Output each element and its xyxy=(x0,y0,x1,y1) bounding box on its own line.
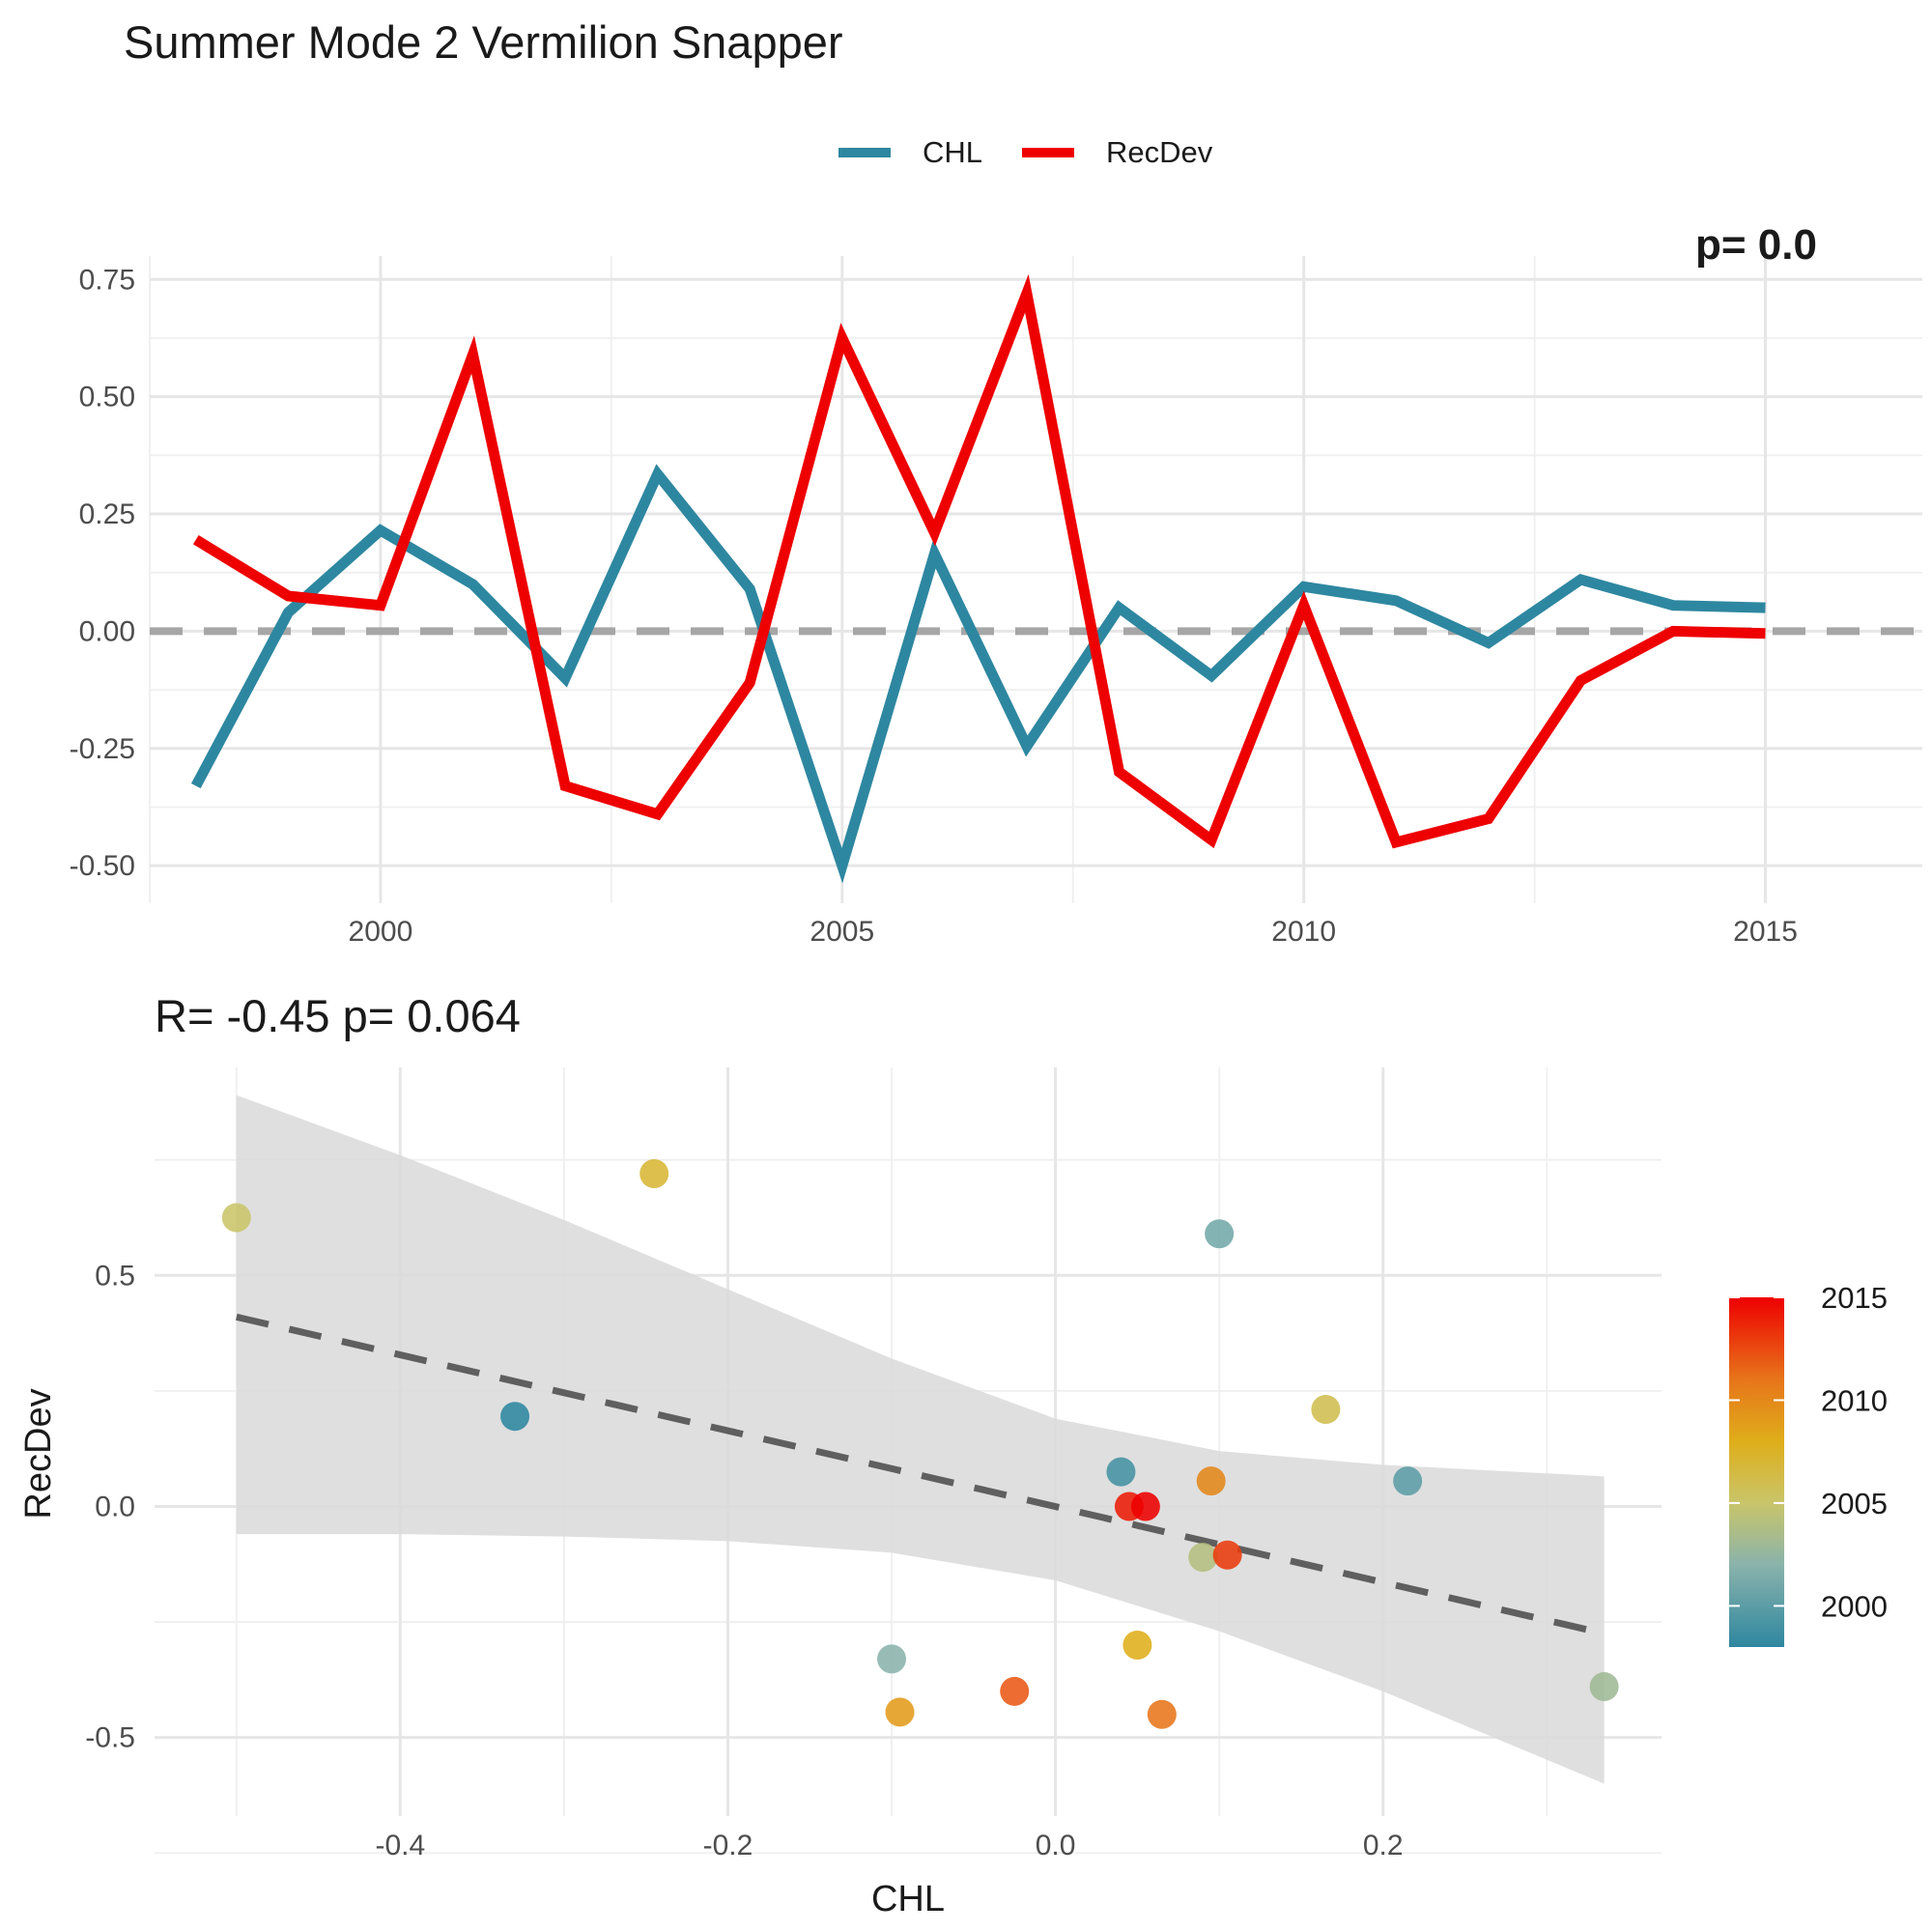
color-bar-tick-label: 2015 xyxy=(1821,1281,1888,1315)
scatter-point xyxy=(1188,1543,1218,1573)
timeseries-panel: -0.50-0.250.000.250.500.75 2000 2005 2010 2… xyxy=(70,221,1922,948)
scatter-point xyxy=(1147,1699,1177,1729)
scatter-y-label: RecDev xyxy=(18,1388,59,1519)
scatter-point xyxy=(1122,1630,1152,1660)
scatter-point xyxy=(500,1402,530,1432)
y-tick-label: 0.25 xyxy=(79,498,135,530)
scatter-point xyxy=(639,1159,669,1189)
y-tick-label: 0.75 xyxy=(79,264,135,296)
x-tick-label: -0.2 xyxy=(703,1830,753,1861)
scatter-point xyxy=(1589,1672,1619,1702)
x-tick-label: 2000 xyxy=(349,916,413,948)
y-tick-label: 0.5 xyxy=(95,1260,135,1292)
scatter-point xyxy=(1212,1540,1242,1570)
scatter-panel: R= -0.45 p= 0.064 -0.5 0.0 0.5 -0.4 -0.2 0.0… xyxy=(18,990,1662,1919)
scatter-point xyxy=(1205,1219,1235,1249)
series-line-recdev xyxy=(192,273,1766,849)
scatter-x-label: CHL xyxy=(871,1879,945,1919)
timeseries-lines xyxy=(190,273,1766,884)
color-bar xyxy=(1729,1297,1784,1647)
legend-label-chl: CHL xyxy=(923,135,982,169)
scatter-point xyxy=(885,1697,915,1727)
color-bar-tick-label: 2005 xyxy=(1821,1487,1888,1520)
scatter-y-ticks: -0.5 0.0 0.5 xyxy=(85,1260,135,1753)
partial-annotation: p= 0.0 xyxy=(1695,221,1817,269)
color-bar-tick-label: 2000 xyxy=(1821,1589,1888,1623)
series-line-chl xyxy=(190,464,1766,884)
color-bar-ticks: 2000 2005 2010 2015 xyxy=(1729,1281,1888,1623)
x-tick-label: 0.2 xyxy=(1363,1830,1404,1861)
x-tick-label: 2010 xyxy=(1271,916,1336,948)
scatter-x-ticks: -0.4 -0.2 0.0 0.2 xyxy=(375,1830,1403,1861)
scatter-point xyxy=(1106,1457,1136,1487)
y-tick-label: -0.5 xyxy=(85,1722,135,1754)
scatter-point xyxy=(877,1644,907,1674)
x-tick-label: -0.4 xyxy=(375,1830,425,1861)
y-tick-label: 0.0 xyxy=(95,1491,135,1522)
scatter-point xyxy=(1000,1676,1030,1706)
y-tick-label: -0.25 xyxy=(70,733,135,765)
x-tick-label: 0.0 xyxy=(1036,1830,1076,1861)
x-tick-label: 2005 xyxy=(810,916,874,948)
scatter-point xyxy=(1311,1395,1341,1425)
color-scale-legend: 2000 2005 2010 2015 xyxy=(1729,1281,1888,1647)
timeseries-x-ticks: 2000 2005 2010 2015 xyxy=(349,916,1798,948)
legend-label-recdev: RecDev xyxy=(1106,135,1213,169)
y-tick-label: -0.50 xyxy=(70,850,135,882)
y-tick-label: 0.00 xyxy=(79,615,135,647)
x-tick-label: 2015 xyxy=(1733,916,1798,948)
scatter-point xyxy=(221,1203,251,1233)
confidence-band xyxy=(236,1094,1605,1784)
scatter-points xyxy=(221,1159,1619,1729)
legend: CHL RecDev xyxy=(838,135,1213,169)
scatter-point xyxy=(1393,1466,1423,1496)
y-tick-label: 0.50 xyxy=(79,382,135,413)
timeseries-y-ticks: -0.50 -0.25 0.00 0.25 0.50 0.75 xyxy=(70,264,135,882)
scatter-point xyxy=(1196,1466,1226,1496)
chart-title: Summer Mode 2 Vermilion Snapper xyxy=(124,16,843,68)
scatter-title: R= -0.45 p= 0.064 xyxy=(155,990,521,1041)
color-bar-tick-label: 2010 xyxy=(1821,1383,1888,1417)
scatter-point xyxy=(1130,1492,1160,1521)
regression-line xyxy=(235,1313,1605,1637)
